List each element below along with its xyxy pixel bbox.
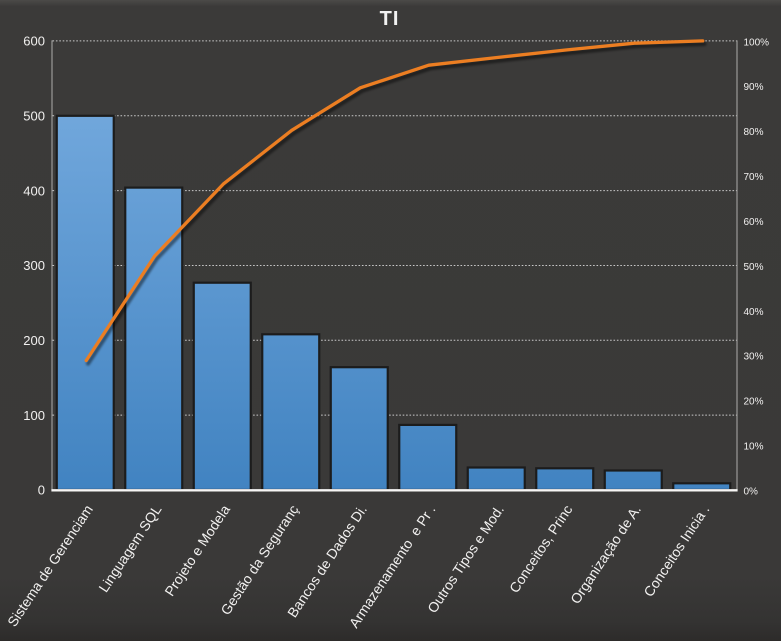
svg-text:0: 0 (38, 483, 45, 498)
svg-text:0%: 0% (744, 486, 759, 497)
svg-text:500: 500 (23, 108, 45, 123)
svg-text:80%: 80% (744, 127, 764, 138)
svg-text:Gestão da Seguranç: Gestão da Seguranç (217, 502, 301, 618)
svg-text:Conceitos Inicia .: Conceitos Inicia . (640, 502, 712, 600)
svg-text:Organização de A.: Organização de A. (567, 502, 644, 607)
svg-text:200: 200 (23, 333, 45, 348)
svg-text:70%: 70% (744, 172, 764, 183)
svg-text:300: 300 (23, 258, 45, 273)
svg-text:100%: 100% (744, 37, 770, 48)
svg-text:60%: 60% (744, 217, 764, 228)
svg-text:40%: 40% (744, 307, 764, 318)
svg-text:30%: 30% (744, 352, 764, 363)
svg-text:20%: 20% (744, 397, 764, 408)
svg-text:Linguagem SQL: Linguagem SQL (95, 502, 164, 595)
svg-text:Conceitos, Princ: Conceitos, Princ (506, 502, 576, 596)
svg-text:400: 400 (23, 183, 45, 198)
svg-text:Sistema de Gerenciam: Sistema de Gerenciam (4, 502, 96, 630)
svg-text:100: 100 (23, 408, 45, 423)
svg-text:Bancos de Dados Di.: Bancos de Dados Di. (284, 502, 370, 621)
svg-text:90%: 90% (744, 82, 764, 93)
svg-text:600: 600 (23, 34, 45, 49)
svg-text:50%: 50% (744, 262, 764, 273)
svg-text:10%: 10% (744, 442, 764, 453)
svg-text:Outros Tipos e Mod.: Outros Tipos e Mod. (424, 502, 507, 616)
svg-text:Projeto e Modela: Projeto e Modela (161, 502, 233, 599)
svg-text:TI: TI (380, 8, 400, 30)
